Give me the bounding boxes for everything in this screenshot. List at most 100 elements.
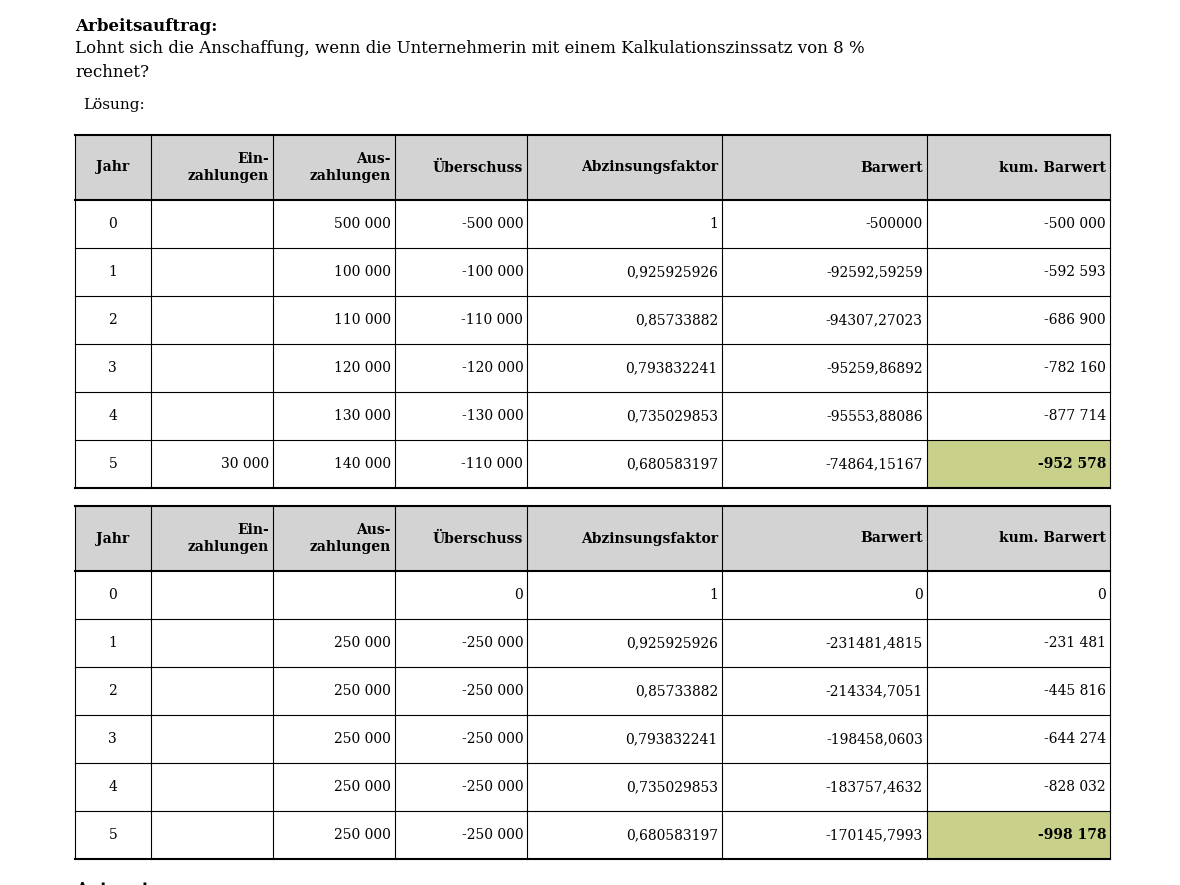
Text: Jahr: Jahr bbox=[97, 532, 130, 545]
Text: 120 000: 120 000 bbox=[334, 361, 391, 375]
Text: 0,793832241: 0,793832241 bbox=[625, 732, 717, 746]
Bar bbox=[926, 440, 1110, 488]
Bar bbox=[76, 667, 1110, 715]
Text: Überschuss: Überschuss bbox=[433, 160, 523, 174]
Text: -500 000: -500 000 bbox=[461, 217, 523, 231]
Text: -592 593: -592 593 bbox=[1044, 265, 1106, 279]
Text: Lösung:: Lösung: bbox=[83, 98, 145, 112]
Text: 250 000: 250 000 bbox=[334, 732, 391, 746]
Text: 250 000: 250 000 bbox=[334, 828, 391, 842]
Text: Aus-
zahlungen: Aus- zahlungen bbox=[309, 523, 391, 554]
Text: 1: 1 bbox=[709, 217, 717, 231]
Text: Aus-
zahlungen: Aus- zahlungen bbox=[309, 152, 391, 182]
Text: 5: 5 bbox=[109, 828, 117, 842]
Text: -120 000: -120 000 bbox=[461, 361, 523, 375]
Text: 0: 0 bbox=[109, 588, 117, 602]
Text: -998 178: -998 178 bbox=[1037, 828, 1106, 842]
Text: -828 032: -828 032 bbox=[1044, 780, 1106, 794]
Bar bbox=[76, 135, 1110, 200]
Text: 110 000: 110 000 bbox=[334, 313, 391, 327]
Text: -110 000: -110 000 bbox=[461, 457, 523, 471]
Bar bbox=[76, 248, 1110, 296]
Text: -250 000: -250 000 bbox=[461, 636, 523, 650]
Text: -74864,15167: -74864,15167 bbox=[826, 457, 923, 471]
Text: kum. Barwert: kum. Barwert bbox=[999, 160, 1106, 174]
Text: -250 000: -250 000 bbox=[461, 732, 523, 746]
Text: -952 578: -952 578 bbox=[1037, 457, 1106, 471]
Bar bbox=[926, 811, 1110, 859]
Bar bbox=[76, 344, 1110, 392]
Text: Ein-
zahlungen: Ein- zahlungen bbox=[188, 523, 269, 554]
Text: 250 000: 250 000 bbox=[334, 684, 391, 698]
Text: -214334,7051: -214334,7051 bbox=[826, 684, 923, 698]
Bar bbox=[76, 811, 926, 859]
Text: -231481,4815: -231481,4815 bbox=[826, 636, 923, 650]
Text: -500000: -500000 bbox=[866, 217, 923, 231]
Text: Überschuss: Überschuss bbox=[433, 531, 523, 545]
Text: -130 000: -130 000 bbox=[461, 409, 523, 423]
Text: 30 000: 30 000 bbox=[221, 457, 269, 471]
Text: 140 000: 140 000 bbox=[334, 457, 391, 471]
Text: -877 714: -877 714 bbox=[1044, 409, 1106, 423]
Text: -110 000: -110 000 bbox=[461, 313, 523, 327]
Text: -170145,7993: -170145,7993 bbox=[826, 828, 923, 842]
Text: 0,735029853: 0,735029853 bbox=[625, 780, 717, 794]
Text: 1: 1 bbox=[709, 588, 717, 602]
Bar bbox=[76, 571, 1110, 619]
Text: Abzinsungsfaktor: Abzinsungsfaktor bbox=[581, 160, 717, 174]
Text: 3: 3 bbox=[109, 732, 117, 746]
Text: 0: 0 bbox=[914, 588, 923, 602]
Text: 250 000: 250 000 bbox=[334, 780, 391, 794]
Text: -644 274: -644 274 bbox=[1044, 732, 1106, 746]
Text: 0,925925926: 0,925925926 bbox=[627, 265, 717, 279]
Bar bbox=[76, 506, 1110, 571]
Bar bbox=[76, 296, 1110, 344]
Text: -94307,27023: -94307,27023 bbox=[826, 313, 923, 327]
Bar bbox=[76, 619, 1110, 667]
Text: 0,793832241: 0,793832241 bbox=[625, 361, 717, 375]
Text: Jahr: Jahr bbox=[97, 160, 130, 174]
Text: -250 000: -250 000 bbox=[461, 684, 523, 698]
Text: 250 000: 250 000 bbox=[334, 636, 391, 650]
Text: 2: 2 bbox=[109, 313, 117, 327]
Text: -92592,59259: -92592,59259 bbox=[826, 265, 923, 279]
Text: 0,680583197: 0,680583197 bbox=[625, 457, 717, 471]
Bar bbox=[76, 440, 926, 488]
Text: -500 000: -500 000 bbox=[1044, 217, 1106, 231]
Text: 0,735029853: 0,735029853 bbox=[625, 409, 717, 423]
Text: -95553,88086: -95553,88086 bbox=[826, 409, 923, 423]
Text: -183757,4632: -183757,4632 bbox=[826, 780, 923, 794]
Text: 100 000: 100 000 bbox=[334, 265, 391, 279]
Text: 5: 5 bbox=[109, 457, 117, 471]
Text: 1: 1 bbox=[109, 636, 117, 650]
Text: Barwert: Barwert bbox=[860, 532, 923, 545]
Text: -100 000: -100 000 bbox=[461, 265, 523, 279]
Text: 0: 0 bbox=[1097, 588, 1106, 602]
Text: 500 000: 500 000 bbox=[334, 217, 391, 231]
Text: 2: 2 bbox=[109, 684, 117, 698]
Text: 0,85733882: 0,85733882 bbox=[635, 684, 717, 698]
Text: Antwort:: Antwort: bbox=[76, 881, 156, 885]
Text: 130 000: 130 000 bbox=[334, 409, 391, 423]
Text: 0,85733882: 0,85733882 bbox=[635, 313, 717, 327]
Text: 0,925925926: 0,925925926 bbox=[627, 636, 717, 650]
Text: -198458,0603: -198458,0603 bbox=[826, 732, 923, 746]
Text: 1: 1 bbox=[109, 265, 117, 279]
Bar bbox=[76, 763, 1110, 811]
Text: -250 000: -250 000 bbox=[461, 828, 523, 842]
Text: kum. Barwert: kum. Barwert bbox=[999, 532, 1106, 545]
Text: -445 816: -445 816 bbox=[1044, 684, 1106, 698]
Text: Lohnt sich die Anschaffung, wenn die Unternehmerin mit einem Kalkulationszinssat: Lohnt sich die Anschaffung, wenn die Unt… bbox=[76, 40, 865, 81]
Text: Barwert: Barwert bbox=[860, 160, 923, 174]
Text: 3: 3 bbox=[109, 361, 117, 375]
Text: 0,680583197: 0,680583197 bbox=[625, 828, 717, 842]
Text: 4: 4 bbox=[109, 409, 117, 423]
Text: -686 900: -686 900 bbox=[1044, 313, 1106, 327]
Text: Abzinsungsfaktor: Abzinsungsfaktor bbox=[581, 532, 717, 545]
Text: -95259,86892: -95259,86892 bbox=[826, 361, 923, 375]
Text: -782 160: -782 160 bbox=[1044, 361, 1106, 375]
Bar bbox=[76, 392, 1110, 440]
Bar bbox=[76, 200, 1110, 248]
Text: Ein-
zahlungen: Ein- zahlungen bbox=[188, 152, 269, 182]
Text: 4: 4 bbox=[109, 780, 117, 794]
